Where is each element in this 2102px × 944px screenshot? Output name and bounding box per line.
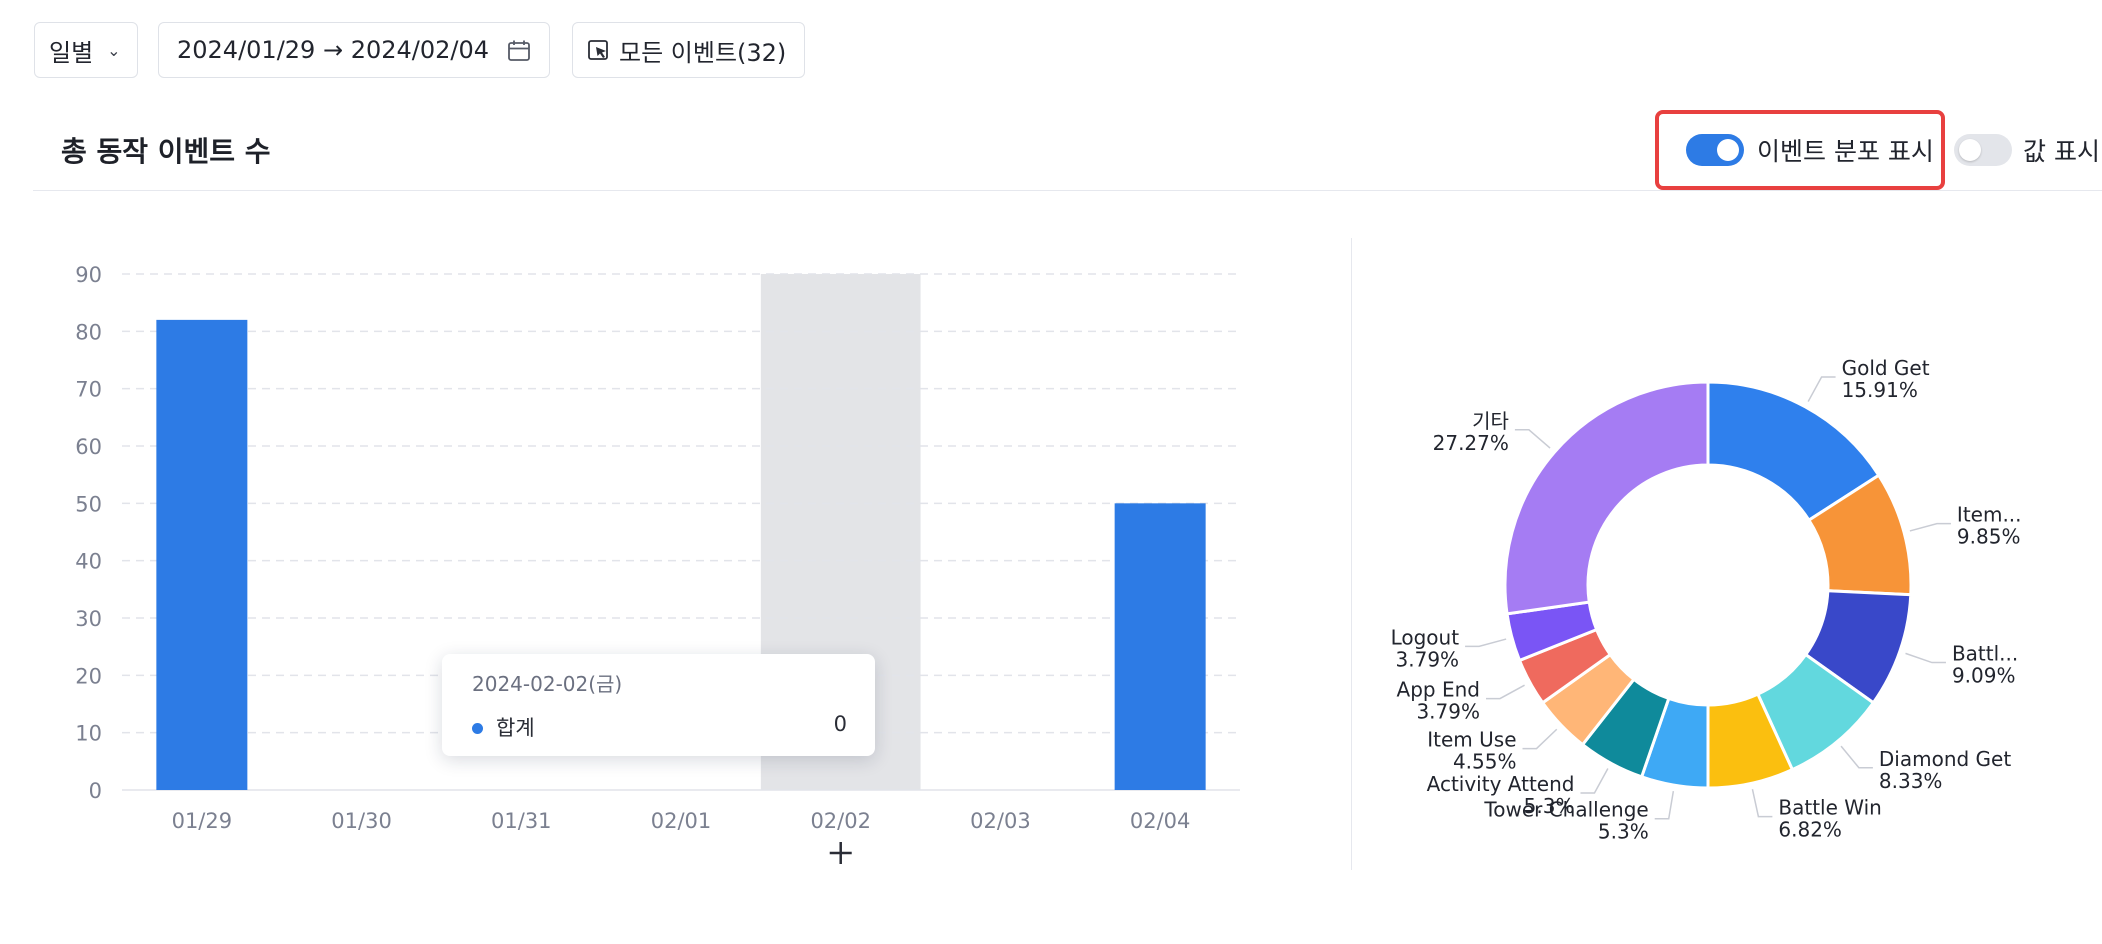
- label-leader-line: [1522, 728, 1558, 750]
- slice-label-name: Item Use: [1427, 728, 1516, 752]
- slice-label-name: Logout: [1391, 625, 1460, 649]
- highlight-box: [1655, 110, 1945, 190]
- x-tick-label: 02/02: [810, 809, 871, 833]
- toolbar: 일별 ⌄ 2024/01/29 → 2024/02/04 모든 이벤트(32): [0, 0, 2102, 80]
- slice-label-percent: 3.79%: [1416, 700, 1480, 724]
- toggle-knob: [1959, 139, 1981, 161]
- period-select-label: 일별: [49, 38, 94, 67]
- label-leader-line: [1465, 638, 1507, 648]
- tooltip-value: 0: [833, 712, 847, 736]
- x-tick-label: 01/30: [331, 809, 392, 833]
- slice-label-name: Battle Win: [1778, 796, 1881, 820]
- slice-label-percent: 15.91%: [1842, 378, 1918, 402]
- values-toggle-label: 값 표시: [2023, 137, 2100, 166]
- bar: [1114, 503, 1206, 790]
- date-range-label: 2024/01/29 → 2024/02/04: [177, 36, 490, 64]
- y-tick-label: 90: [75, 263, 102, 287]
- slice-label-percent: 3.79%: [1396, 647, 1460, 671]
- label-leader-line: [1654, 790, 1675, 820]
- donut-slice: [1503, 380, 1710, 616]
- slice-label-percent: 9.85%: [1957, 525, 2021, 549]
- slice-label-name: 기타: [1472, 409, 1509, 433]
- tooltip-series-name: 합계: [496, 716, 535, 740]
- slice-label-percent: 5.3%: [1598, 820, 1649, 844]
- distribution-toggle[interactable]: [1686, 134, 1744, 166]
- tooltip: 2024-02-02(금) 합계 0: [442, 654, 875, 756]
- slice-label-name: Gold Get: [1842, 356, 1930, 380]
- toggle-knob: [1717, 139, 1739, 161]
- y-tick-label: 30: [75, 607, 102, 631]
- slice-label-name: App End: [1397, 678, 1480, 702]
- slice-label-percent: 6.82%: [1778, 818, 1842, 842]
- slice-label-name: Item...: [1957, 503, 2022, 527]
- page-title: 총 동작 이벤트 수: [61, 135, 271, 168]
- chart-header: 총 동작 이벤트 수 이벤트 분포 표시 값 표시: [33, 110, 2102, 191]
- x-tick-label: 01/29: [172, 809, 233, 833]
- y-tick-label: 0: [89, 779, 102, 803]
- label-leader-line: [1905, 652, 1946, 664]
- y-tick-label: 60: [75, 435, 102, 459]
- label-leader-line: [1840, 745, 1873, 769]
- label-leader-line: [1580, 768, 1609, 794]
- distribution-toggle-label: 이벤트 분포 표시: [1757, 137, 1934, 166]
- series-dot: [472, 723, 483, 734]
- slice-label-percent: 5.3%: [1524, 794, 1575, 818]
- x-tick-label: 02/01: [651, 809, 712, 833]
- y-tick-label: 10: [75, 722, 102, 746]
- y-tick-label: 50: [75, 492, 102, 516]
- label-leader-line: [1514, 429, 1551, 449]
- slice-label-percent: 4.55%: [1453, 750, 1517, 774]
- slice-label-percent: 27.27%: [1433, 431, 1509, 455]
- label-leader-line: [1485, 684, 1525, 700]
- tooltip-date: 2024-02-02(금): [472, 672, 623, 696]
- y-tick-label: 70: [75, 378, 102, 402]
- bar: [156, 319, 248, 790]
- x-tick-label: 01/31: [491, 809, 552, 833]
- slice-label-percent: 9.09%: [1952, 664, 2016, 688]
- label-leader-line: [1751, 789, 1773, 818]
- event-filter-label: 모든 이벤트(32): [619, 38, 787, 67]
- bar-chart: 0 10 20 30 40 50 60 70 80 90 01/29 01/30 01/31 02/01 0…: [75, 263, 1240, 864]
- slice-label-name: Tower Challenge: [1483, 798, 1648, 822]
- label-leader-line: [1807, 376, 1836, 402]
- x-tick-label: 02/04: [1130, 809, 1191, 833]
- slice-label-name: Diamond Get: [1879, 747, 2011, 771]
- add-plus-icon: [829, 842, 852, 864]
- period-select[interactable]: 일별 ⌄: [34, 22, 138, 78]
- x-tick-label: 02/03: [970, 809, 1031, 833]
- slice-label-name: Battl...: [1952, 642, 2018, 666]
- date-range-picker[interactable]: 2024/01/29 → 2024/02/04: [158, 22, 550, 78]
- chevron-down-icon: ⌄: [107, 40, 121, 60]
- chart-divider: [1351, 238, 1352, 870]
- event-filter-button[interactable]: 모든 이벤트(32): [572, 22, 805, 78]
- event-cursor-icon: [588, 40, 608, 60]
- calendar-icon: [508, 40, 530, 61]
- values-toggle[interactable]: [1954, 134, 2012, 166]
- y-tick-label: 40: [75, 550, 102, 574]
- y-tick-label: 80: [75, 320, 102, 344]
- slice-label-name: Activity Attend: [1427, 772, 1575, 796]
- label-leader-line: [1909, 522, 1951, 532]
- slice-label-percent: 8.33%: [1879, 769, 1943, 793]
- y-tick-label: 20: [75, 664, 102, 688]
